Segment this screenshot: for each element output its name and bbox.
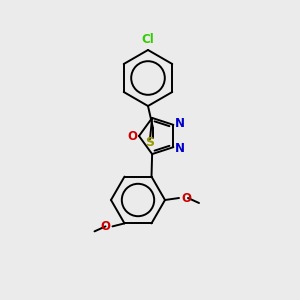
Text: Cl: Cl [142,33,154,46]
Text: O: O [181,191,191,205]
Text: O: O [100,220,110,233]
Text: S: S [146,136,154,149]
Text: O: O [127,130,137,142]
Text: N: N [176,142,185,155]
Text: N: N [176,117,185,130]
